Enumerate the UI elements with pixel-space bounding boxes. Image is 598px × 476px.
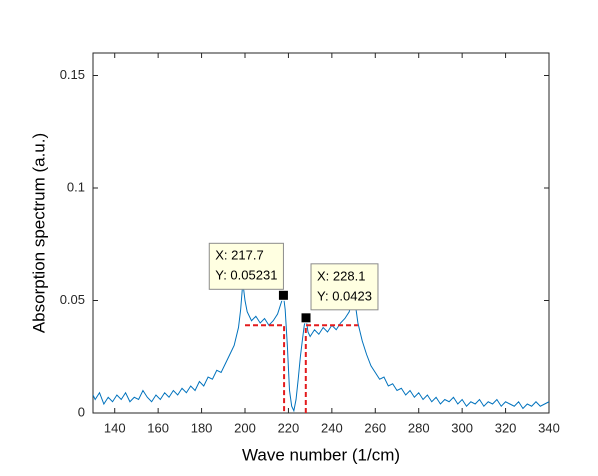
y-tick-label: 0.1 [67, 179, 85, 194]
x-tick-label: 140 [104, 420, 126, 435]
x-tick-label: 200 [234, 420, 256, 435]
x-tick-label: 160 [147, 420, 169, 435]
dashed-guide [304, 324, 358, 413]
x-tick-label: 300 [451, 420, 473, 435]
plot-area [92, 52, 550, 414]
dashed-guide [245, 324, 286, 413]
y-tick-label: 0.05 [60, 292, 85, 307]
datatip-box [310, 263, 379, 311]
x-tick-label: 260 [364, 420, 386, 435]
datatip-y: Y: 0.05231 [215, 268, 277, 283]
y-tick-label: 0.15 [60, 67, 85, 82]
x-tick-label: 340 [538, 420, 560, 435]
x-axis-label: Wave number (1/cm) [242, 445, 400, 464]
x-tick-label: 320 [495, 420, 517, 435]
y-tick-label: 0 [78, 404, 85, 419]
datatip-marker [300, 312, 312, 324]
datatip-box [208, 242, 284, 290]
datatip-y: Y: 0.0423 [317, 288, 372, 303]
y-axis-label: Absorption spectrum (a.u.) [29, 133, 48, 333]
x-tick-label: 220 [278, 420, 300, 435]
x-tick-label: 240 [321, 420, 343, 435]
x-tick-label: 180 [191, 420, 213, 435]
datatip-x: X: 217.7 [215, 248, 263, 263]
datatip-marker [277, 289, 289, 301]
x-tick-label: 280 [408, 420, 430, 435]
datatip-x: X: 228.1 [317, 268, 365, 283]
